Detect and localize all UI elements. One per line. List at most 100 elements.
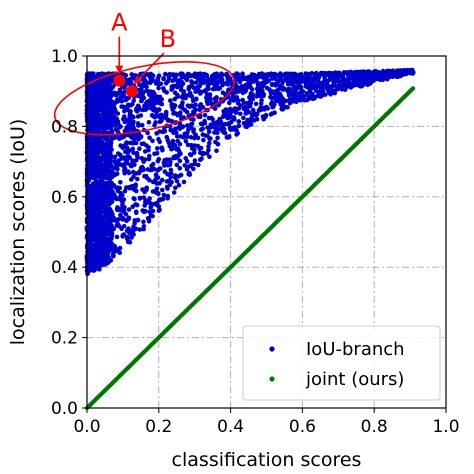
iou-branch-point bbox=[181, 179, 187, 185]
iou-branch-point bbox=[258, 101, 264, 106]
iou-branch-point bbox=[165, 137, 171, 143]
iou-branch-point bbox=[190, 98, 196, 104]
iou-branch-point bbox=[163, 71, 168, 77]
iou-branch-point bbox=[177, 166, 183, 171]
iou-branch-point bbox=[144, 80, 149, 86]
iou-branch-point bbox=[135, 176, 140, 182]
iou-branch-point bbox=[148, 89, 153, 94]
iou-branch-point bbox=[213, 97, 218, 103]
iou-branch-point bbox=[131, 174, 136, 179]
iou-branch-point bbox=[171, 130, 176, 136]
iou-branch-point bbox=[210, 121, 216, 126]
iou-branch-point bbox=[93, 89, 98, 95]
iou-branch-point bbox=[97, 246, 103, 251]
iou-branch-point bbox=[86, 73, 92, 78]
iou-branch-point bbox=[219, 77, 225, 82]
iou-branch-point bbox=[131, 150, 136, 156]
iou-branch-point bbox=[206, 144, 211, 149]
iou-branch-point bbox=[192, 72, 197, 78]
iou-branch-point bbox=[169, 72, 175, 78]
iou-branch-point bbox=[200, 105, 206, 110]
iou-branch-point bbox=[100, 148, 105, 154]
iou-branch-point bbox=[129, 135, 134, 140]
iou-branch-point bbox=[174, 162, 180, 168]
iou-branch-point bbox=[128, 122, 133, 128]
highlight-ellipse bbox=[53, 61, 236, 136]
iou-branch-point bbox=[171, 155, 176, 161]
iou-branch-point bbox=[165, 162, 171, 168]
iou-branch-point bbox=[175, 94, 181, 99]
iou-branch-point bbox=[174, 72, 179, 78]
iou-branch-point bbox=[146, 120, 152, 125]
iou-branch-point bbox=[168, 127, 173, 133]
iou-branch-point bbox=[111, 253, 116, 259]
iou-branch-point bbox=[168, 171, 174, 176]
iou-branch-point bbox=[273, 76, 278, 82]
iou-branch-point bbox=[177, 158, 183, 164]
iou-branch-point bbox=[91, 116, 97, 121]
iou-branch-point bbox=[269, 76, 275, 81]
iou-branch-point bbox=[96, 266, 101, 271]
iou-branch-point bbox=[97, 103, 103, 109]
iou-branch-point bbox=[318, 92, 323, 98]
iou-branch-point bbox=[107, 211, 113, 217]
iou-branch-point bbox=[153, 190, 159, 195]
iou-branch-point bbox=[140, 164, 145, 170]
iou-branch-point bbox=[118, 194, 123, 199]
iou-branch-point bbox=[122, 108, 127, 114]
iou-branch-point bbox=[107, 232, 113, 238]
iou-branch-point bbox=[92, 246, 97, 252]
iou-branch-point bbox=[198, 91, 203, 96]
iou-branch-point bbox=[133, 140, 139, 146]
iou-branch-point bbox=[336, 82, 342, 87]
iou-branch-point bbox=[117, 250, 122, 255]
iou-branch-point bbox=[262, 72, 267, 77]
iou-branch-point bbox=[166, 118, 172, 123]
iou-branch-point bbox=[161, 88, 167, 94]
iou-branch-point bbox=[96, 179, 101, 185]
iou-branch-point bbox=[190, 146, 195, 151]
iou-branch-point bbox=[125, 154, 130, 160]
iou-branch-point bbox=[178, 134, 183, 139]
iou-branch-point bbox=[103, 135, 108, 141]
iou-branch-point bbox=[185, 103, 191, 108]
legend-marker-iou-branch bbox=[269, 346, 275, 352]
iou-branch-point bbox=[221, 113, 227, 118]
iou-branch-point bbox=[154, 200, 159, 206]
iou-branch-point bbox=[94, 173, 100, 179]
iou-branch-point bbox=[369, 78, 374, 84]
iou-branch-point bbox=[362, 70, 367, 75]
iou-branch-point bbox=[253, 101, 259, 107]
iou-branch-point bbox=[226, 108, 232, 113]
iou-branch-point bbox=[103, 97, 109, 102]
iou-branch-point bbox=[253, 113, 259, 118]
iou-branch-point bbox=[314, 88, 319, 94]
iou-branch-point bbox=[345, 78, 351, 83]
iou-branch-point bbox=[160, 187, 165, 193]
iou-branch-point bbox=[305, 85, 310, 90]
iou-branch-point bbox=[279, 86, 285, 91]
iou-branch-point bbox=[113, 162, 119, 167]
iou-branch-point bbox=[121, 85, 127, 90]
iou-branch-point bbox=[156, 167, 161, 172]
iou-branch-point bbox=[93, 121, 98, 126]
iou-branch-point bbox=[152, 115, 158, 120]
iou-branch-point bbox=[138, 135, 143, 140]
iou-branch-point bbox=[277, 76, 283, 82]
iou-branch-point bbox=[173, 126, 178, 132]
iou-branch-point bbox=[231, 98, 237, 103]
iou-branch-point bbox=[144, 84, 149, 90]
iou-branch-point bbox=[107, 163, 112, 168]
iou-branch-point bbox=[222, 130, 228, 136]
iou-branch-point bbox=[205, 101, 210, 107]
iou-branch-point bbox=[283, 104, 288, 110]
iou-branch-point bbox=[97, 117, 102, 123]
iou-branch-point bbox=[215, 135, 220, 141]
iou-branch-point bbox=[132, 218, 137, 223]
iou-branch-point bbox=[272, 110, 277, 115]
iou-branch-point bbox=[214, 148, 219, 154]
iou-branch-point bbox=[149, 106, 155, 111]
iou-branch-point bbox=[310, 85, 315, 91]
iou-branch-point bbox=[180, 115, 186, 120]
iou-branch-point bbox=[398, 72, 403, 77]
